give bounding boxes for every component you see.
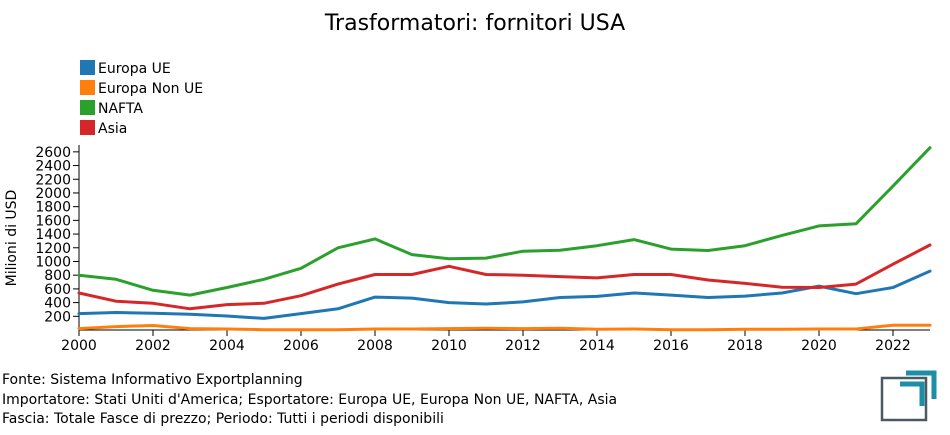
footer-source: Fonte: Sistema Informativo Exportplannin… — [2, 372, 303, 388]
x-tick-label: 2022 — [875, 338, 911, 354]
x-tick-label: 2016 — [653, 338, 689, 354]
footer-importer-exporter: Importatore: Stati Uniti d'America; Espo… — [2, 392, 618, 408]
legend-label: Europa Non UE — [98, 81, 203, 97]
series-line-europa-ue — [77, 269, 932, 320]
series-line-europa-non-ue — [77, 323, 932, 332]
legend-label: Asia — [98, 121, 127, 137]
y-tick-label: 1800 — [35, 200, 71, 216]
y-tick-label: 400 — [44, 296, 71, 312]
y-tick-label: 1000 — [35, 254, 71, 270]
series-line-asia — [77, 243, 932, 311]
x-tick-label: 2020 — [801, 338, 837, 354]
x-tick-label: 2002 — [135, 338, 171, 354]
y-tick-label: 2000 — [35, 186, 71, 202]
legend-label: Europa UE — [98, 61, 171, 77]
x-tick-label: 2004 — [209, 338, 245, 354]
legend-swatch — [80, 60, 95, 75]
y-tick-label: 600 — [44, 282, 71, 298]
y-tick-label: 1400 — [35, 227, 71, 243]
exportplanning-logo-icon — [880, 370, 937, 422]
series-line-nafta — [77, 146, 932, 297]
x-tick-label: 2008 — [357, 338, 393, 354]
legend-label: NAFTA — [98, 101, 143, 117]
axes: 2004006008001000120014001600180020002200… — [35, 145, 930, 354]
y-tick-label: 1200 — [35, 241, 71, 257]
x-tick-label: 2010 — [431, 338, 467, 354]
x-tick-label: 2006 — [283, 338, 319, 354]
x-tick-label: 2014 — [579, 338, 615, 354]
legend-swatch — [80, 80, 95, 95]
y-tick-label: 800 — [44, 268, 71, 284]
legend-swatch — [80, 120, 95, 135]
y-tick-label: 2600 — [35, 145, 71, 161]
chart-title: Trasformatori: fornitori USA — [324, 11, 625, 36]
y-tick-label: 2400 — [35, 159, 71, 175]
x-tick-label: 2000 — [61, 338, 97, 354]
series-lines — [77, 146, 932, 332]
x-tick-label: 2018 — [727, 338, 763, 354]
y-axis-label: Milioni di USD — [4, 190, 20, 287]
legend-swatch — [80, 100, 95, 115]
y-tick-label: 1600 — [35, 213, 71, 229]
y-tick-label: 200 — [44, 309, 71, 325]
legend: Europa UE Europa Non UE NAFTA Asia — [80, 60, 203, 137]
y-tick-label: 2200 — [35, 172, 71, 188]
footer-price-range-period: Fascia: Totale Fasce di prezzo; Periodo:… — [2, 411, 444, 427]
x-tick-label: 2012 — [505, 338, 541, 354]
